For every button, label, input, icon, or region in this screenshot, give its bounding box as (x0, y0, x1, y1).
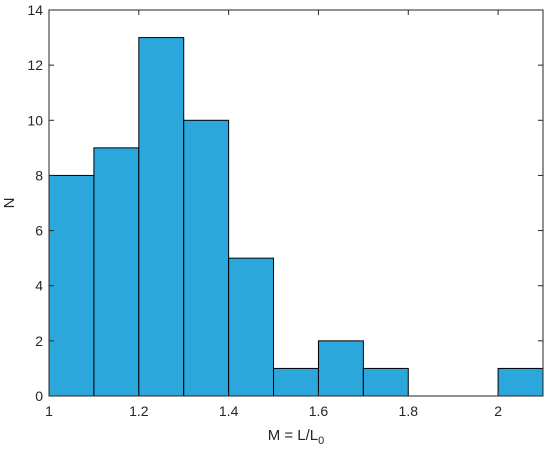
histogram-bar (362, 367, 409, 397)
histogram-bar (228, 257, 275, 397)
plot-area-box (48, 9, 544, 397)
bars-group (48, 37, 544, 397)
y-tick-label: 8 (35, 167, 43, 183)
y-tick-label: 12 (27, 57, 43, 73)
x-tick-label: 1.4 (219, 403, 239, 419)
histogram-bar (317, 340, 364, 397)
y-tick-label: 14 (27, 2, 43, 18)
y-tick-label: 6 (35, 223, 43, 239)
x-axis-label: M = L/L0 (268, 427, 325, 447)
histogram-bar (273, 367, 319, 397)
y-tick-label: 4 (35, 278, 43, 294)
x-axis-label-main: M = L/L (268, 427, 318, 444)
histogram-bar (93, 147, 140, 397)
x-tick-label: 1.8 (399, 403, 419, 419)
x-tick-label: 1.2 (129, 403, 149, 419)
x-tick-label: 1.6 (309, 403, 329, 419)
histogram-bar (138, 37, 185, 397)
y-tick-label: 10 (27, 112, 43, 128)
x-tick-label: 2 (494, 403, 502, 419)
histogram-bar (48, 174, 95, 397)
histogram-bar (497, 367, 544, 397)
y-axis-label: N (1, 198, 18, 209)
y-tick-label: 0 (35, 388, 43, 404)
y-axis-ticks: 0 2 4 6 8 10 12 14 (27, 2, 543, 404)
histogram-bar (183, 119, 230, 397)
y-tick-label: 2 (35, 333, 43, 349)
x-axis-ticks: 1 1.2 1.4 1.6 1.8 2 (45, 10, 502, 419)
x-tick-label: 1 (45, 403, 53, 419)
x-axis-label-subscript: 0 (318, 435, 324, 447)
